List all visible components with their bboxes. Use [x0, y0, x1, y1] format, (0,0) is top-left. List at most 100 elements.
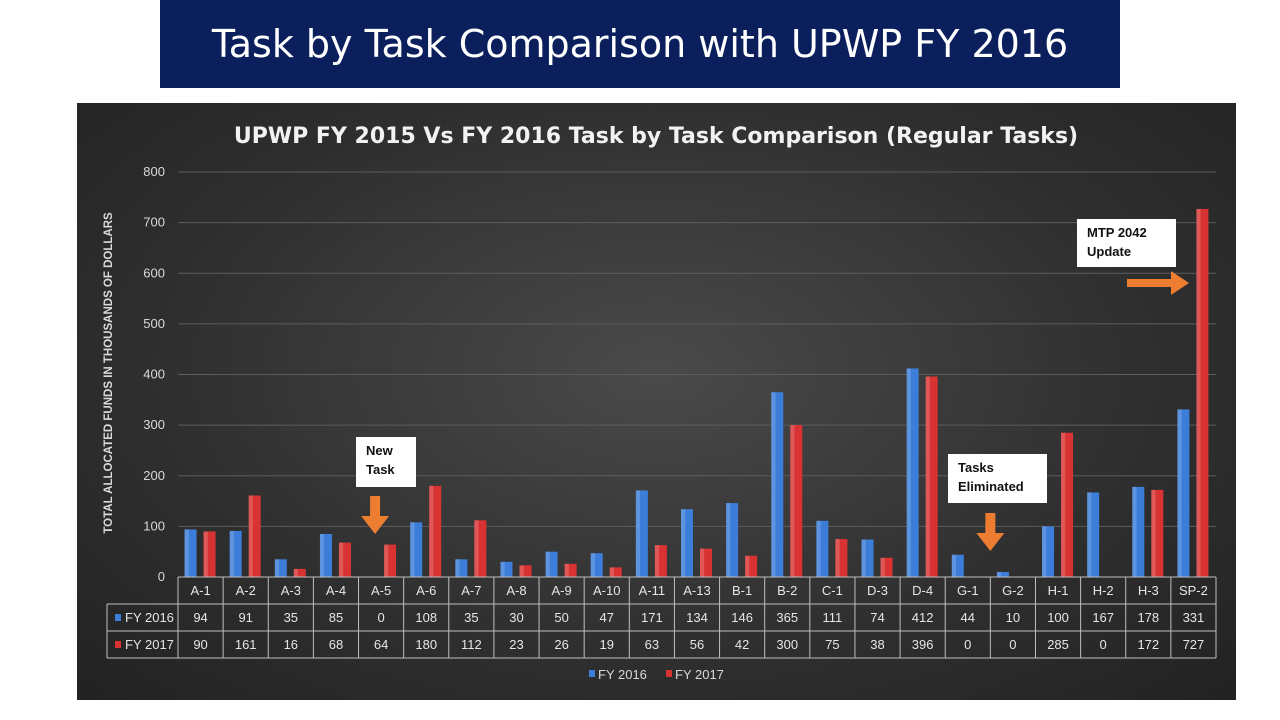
bar-fy-2016 — [861, 539, 874, 577]
data-label: 91 — [238, 610, 252, 625]
category-label: A-11 — [639, 583, 666, 598]
bar-fy-2016 — [274, 559, 287, 577]
category-label: A-1 — [190, 583, 210, 598]
bar-fy-2016 — [410, 522, 423, 577]
bar-fy-2017 — [519, 565, 532, 577]
bar-highlight — [545, 551, 550, 577]
y-tick-label: 400 — [143, 367, 165, 382]
bar-fy-2016 — [996, 571, 1009, 577]
y-tick-label: 700 — [143, 215, 165, 230]
gridlines — [178, 171, 1216, 578]
bar-highlight — [681, 509, 686, 577]
bar-highlight — [771, 392, 776, 577]
bar-highlight — [700, 548, 705, 577]
data-table: A-1 A-2 A-3 A-4 A-5 A-6 A-7 A-8 A-9 A-10 A-11 A-13 B… — [106, 576, 1217, 659]
data-label: 68 — [329, 637, 343, 652]
table-series-name: FY 2017 — [125, 637, 174, 652]
bar-highlight — [951, 554, 956, 577]
bar-fy-2016 — [184, 529, 197, 577]
bar-highlight — [1042, 526, 1047, 577]
bar-fy-2016 — [319, 533, 332, 577]
bar-fy-2017 — [1151, 489, 1164, 577]
category-label: SP-2 — [1179, 583, 1208, 598]
bar-fy-2017 — [1061, 432, 1074, 577]
bar-fy-2017 — [609, 567, 622, 577]
data-label: 0 — [964, 637, 971, 652]
bar-fy-2016 — [635, 490, 648, 577]
legend: FY 2016 FY 2017 — [589, 667, 724, 682]
bar-highlight — [519, 565, 524, 577]
annotation-text: Task — [366, 462, 395, 477]
bar-fy-2016 — [500, 561, 513, 577]
data-label: 23 — [509, 637, 523, 652]
data-label: 38 — [870, 637, 884, 652]
bar-fy-2017 — [1196, 208, 1209, 578]
annotation-box — [948, 454, 1047, 503]
bar-highlight — [635, 490, 641, 577]
bar-highlight — [229, 530, 234, 577]
bar-fy-2017 — [880, 557, 893, 577]
data-label: 63 — [645, 637, 659, 652]
y-axis-label: TOTAL ALLOCATED FUNDS IN THOUSANDS OF DO… — [103, 212, 115, 534]
bar-highlight — [319, 533, 325, 577]
bar-highlight — [861, 539, 866, 577]
data-label: 167 — [1092, 610, 1114, 625]
bar-highlight — [590, 553, 595, 577]
bar-fy-2017 — [248, 495, 261, 577]
bar-highlight — [293, 568, 299, 577]
chart-title: UPWP FY 2015 Vs FY 2016 Task by Task Com… — [234, 124, 1078, 149]
bar-fy-2016 — [455, 559, 468, 577]
annotation-text: Update — [1087, 244, 1131, 259]
category-label: D-3 — [867, 583, 888, 598]
category-label: A-4 — [326, 583, 346, 598]
data-label: 0 — [1009, 637, 1016, 652]
data-label: 16 — [284, 637, 298, 652]
bar-fy-2016 — [681, 509, 693, 577]
bar-highlight — [790, 425, 795, 577]
category-label: B-1 — [732, 583, 752, 598]
category-label: A-3 — [281, 583, 301, 598]
bar-fy-2017 — [700, 548, 712, 577]
category-label: B-2 — [777, 583, 797, 598]
y-tick-label: 200 — [143, 468, 165, 483]
data-label: 300 — [776, 637, 798, 652]
data-label: 178 — [1137, 610, 1159, 625]
bar-highlight — [996, 571, 1002, 577]
bar-highlight — [1177, 409, 1182, 577]
data-label: 100 — [1047, 610, 1069, 625]
category-label: H-1 — [1048, 583, 1069, 598]
bar-fy-2016 — [816, 520, 829, 577]
bar-highlight — [474, 520, 479, 577]
bar-fy-2017 — [790, 425, 803, 577]
bar-highlight — [925, 376, 930, 577]
data-label: 285 — [1047, 637, 1069, 652]
bar-highlight — [1151, 489, 1156, 577]
bar-fy-2016 — [1177, 409, 1190, 577]
bar-fy-2016 — [545, 551, 558, 577]
arrow-down-icon — [361, 496, 390, 534]
legend-key — [589, 670, 595, 677]
bar-highlight — [455, 559, 460, 577]
bar-highlight — [835, 539, 840, 577]
data-label: 35 — [464, 610, 478, 625]
bar-fy-2017 — [745, 555, 758, 577]
bar-fy-2017 — [564, 563, 577, 577]
bar-highlight — [726, 503, 731, 577]
y-tick-label: 100 — [143, 518, 165, 533]
annotation-text: New — [366, 443, 394, 458]
y-tick-label: 0 — [158, 569, 165, 584]
y-tick-label: 500 — [143, 316, 165, 331]
category-label: C-1 — [822, 583, 843, 598]
bar-fy-2017 — [203, 531, 216, 577]
data-label: 44 — [961, 610, 975, 625]
legend-label: FY 2016 — [598, 667, 647, 682]
data-label: 112 — [461, 637, 482, 652]
category-label: H-2 — [1093, 583, 1114, 598]
y-axis-ticks: 0 100 200 300 400 500 600 700 800 — [143, 164, 165, 584]
table-series-name: FY 2016 — [125, 610, 174, 625]
arrow-down-icon — [976, 513, 1005, 551]
data-label: 134 — [686, 610, 708, 625]
bar-fy-2016 — [590, 553, 603, 577]
bar-highlight — [410, 522, 415, 577]
bar-fy-2016 — [1042, 526, 1055, 577]
